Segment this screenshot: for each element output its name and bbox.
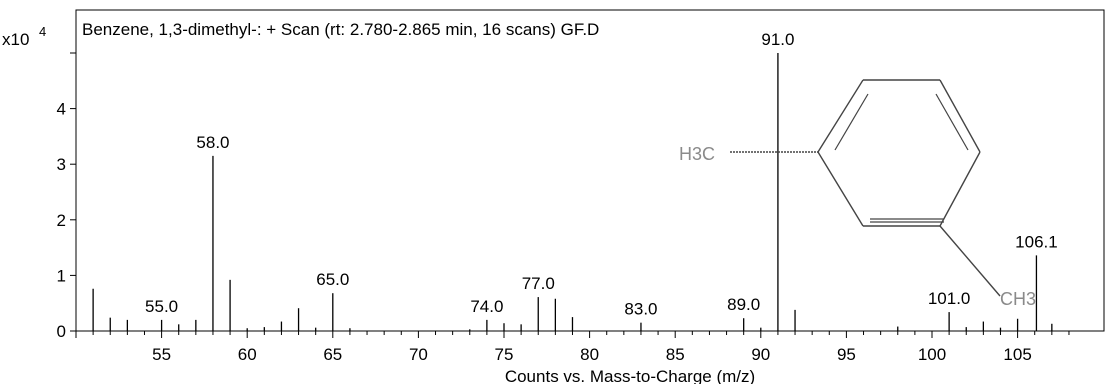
peak-label: 89.0 — [727, 295, 760, 314]
x-tick-label: 90 — [751, 345, 770, 364]
peak-label: 74.0 — [470, 297, 503, 316]
x-tick-label: 80 — [580, 345, 599, 364]
ring-bond — [817, 79, 864, 153]
peak-label: 106.1 — [1015, 232, 1058, 251]
x-tick-label: 75 — [495, 345, 514, 364]
peak-label: 77.0 — [522, 274, 555, 293]
x-tick-label: 105 — [1003, 345, 1031, 364]
chart-title: Benzene, 1,3-dimethyl-: + Scan (rt: 2.78… — [82, 20, 599, 39]
x-tick-label: 100 — [918, 345, 946, 364]
y-tick-label: 4 — [57, 100, 66, 119]
y-multiplier: x10 — [2, 30, 29, 49]
y-tick-label: 2 — [57, 211, 66, 230]
x-tick-label: 95 — [837, 345, 856, 364]
structure-label-ch3: CH3 — [1000, 289, 1036, 309]
x-tick-label: 65 — [323, 345, 342, 364]
peak-label: 83.0 — [624, 300, 657, 319]
methyl-bond-right — [939, 225, 1001, 297]
x-tick-label: 85 — [666, 345, 685, 364]
peak-label: 91.0 — [761, 30, 794, 49]
ring-bond — [817, 151, 864, 227]
structure-label-h3c: H3C — [679, 144, 715, 164]
peak-label: 65.0 — [316, 270, 349, 289]
ring-bond — [939, 79, 981, 153]
y-tick-label: 0 — [57, 322, 66, 341]
x-tick-label: 60 — [238, 345, 257, 364]
x-tick-label: 70 — [409, 345, 428, 364]
ring-double-bond — [935, 93, 969, 151]
y-tick-label: 1 — [57, 266, 66, 285]
y-exponent: 4 — [39, 24, 46, 39]
peak-label: 58.0 — [196, 133, 229, 152]
peak-label: 101.0 — [928, 289, 971, 308]
ring-double-bond — [834, 93, 869, 151]
x-axis-label: Counts vs. Mass-to-Charge (m/z) — [505, 367, 755, 384]
y-tick-label: 3 — [57, 155, 66, 174]
peak-label: 55.0 — [145, 297, 178, 316]
x-tick-label: 55 — [152, 345, 171, 364]
ring-bond — [939, 151, 981, 227]
